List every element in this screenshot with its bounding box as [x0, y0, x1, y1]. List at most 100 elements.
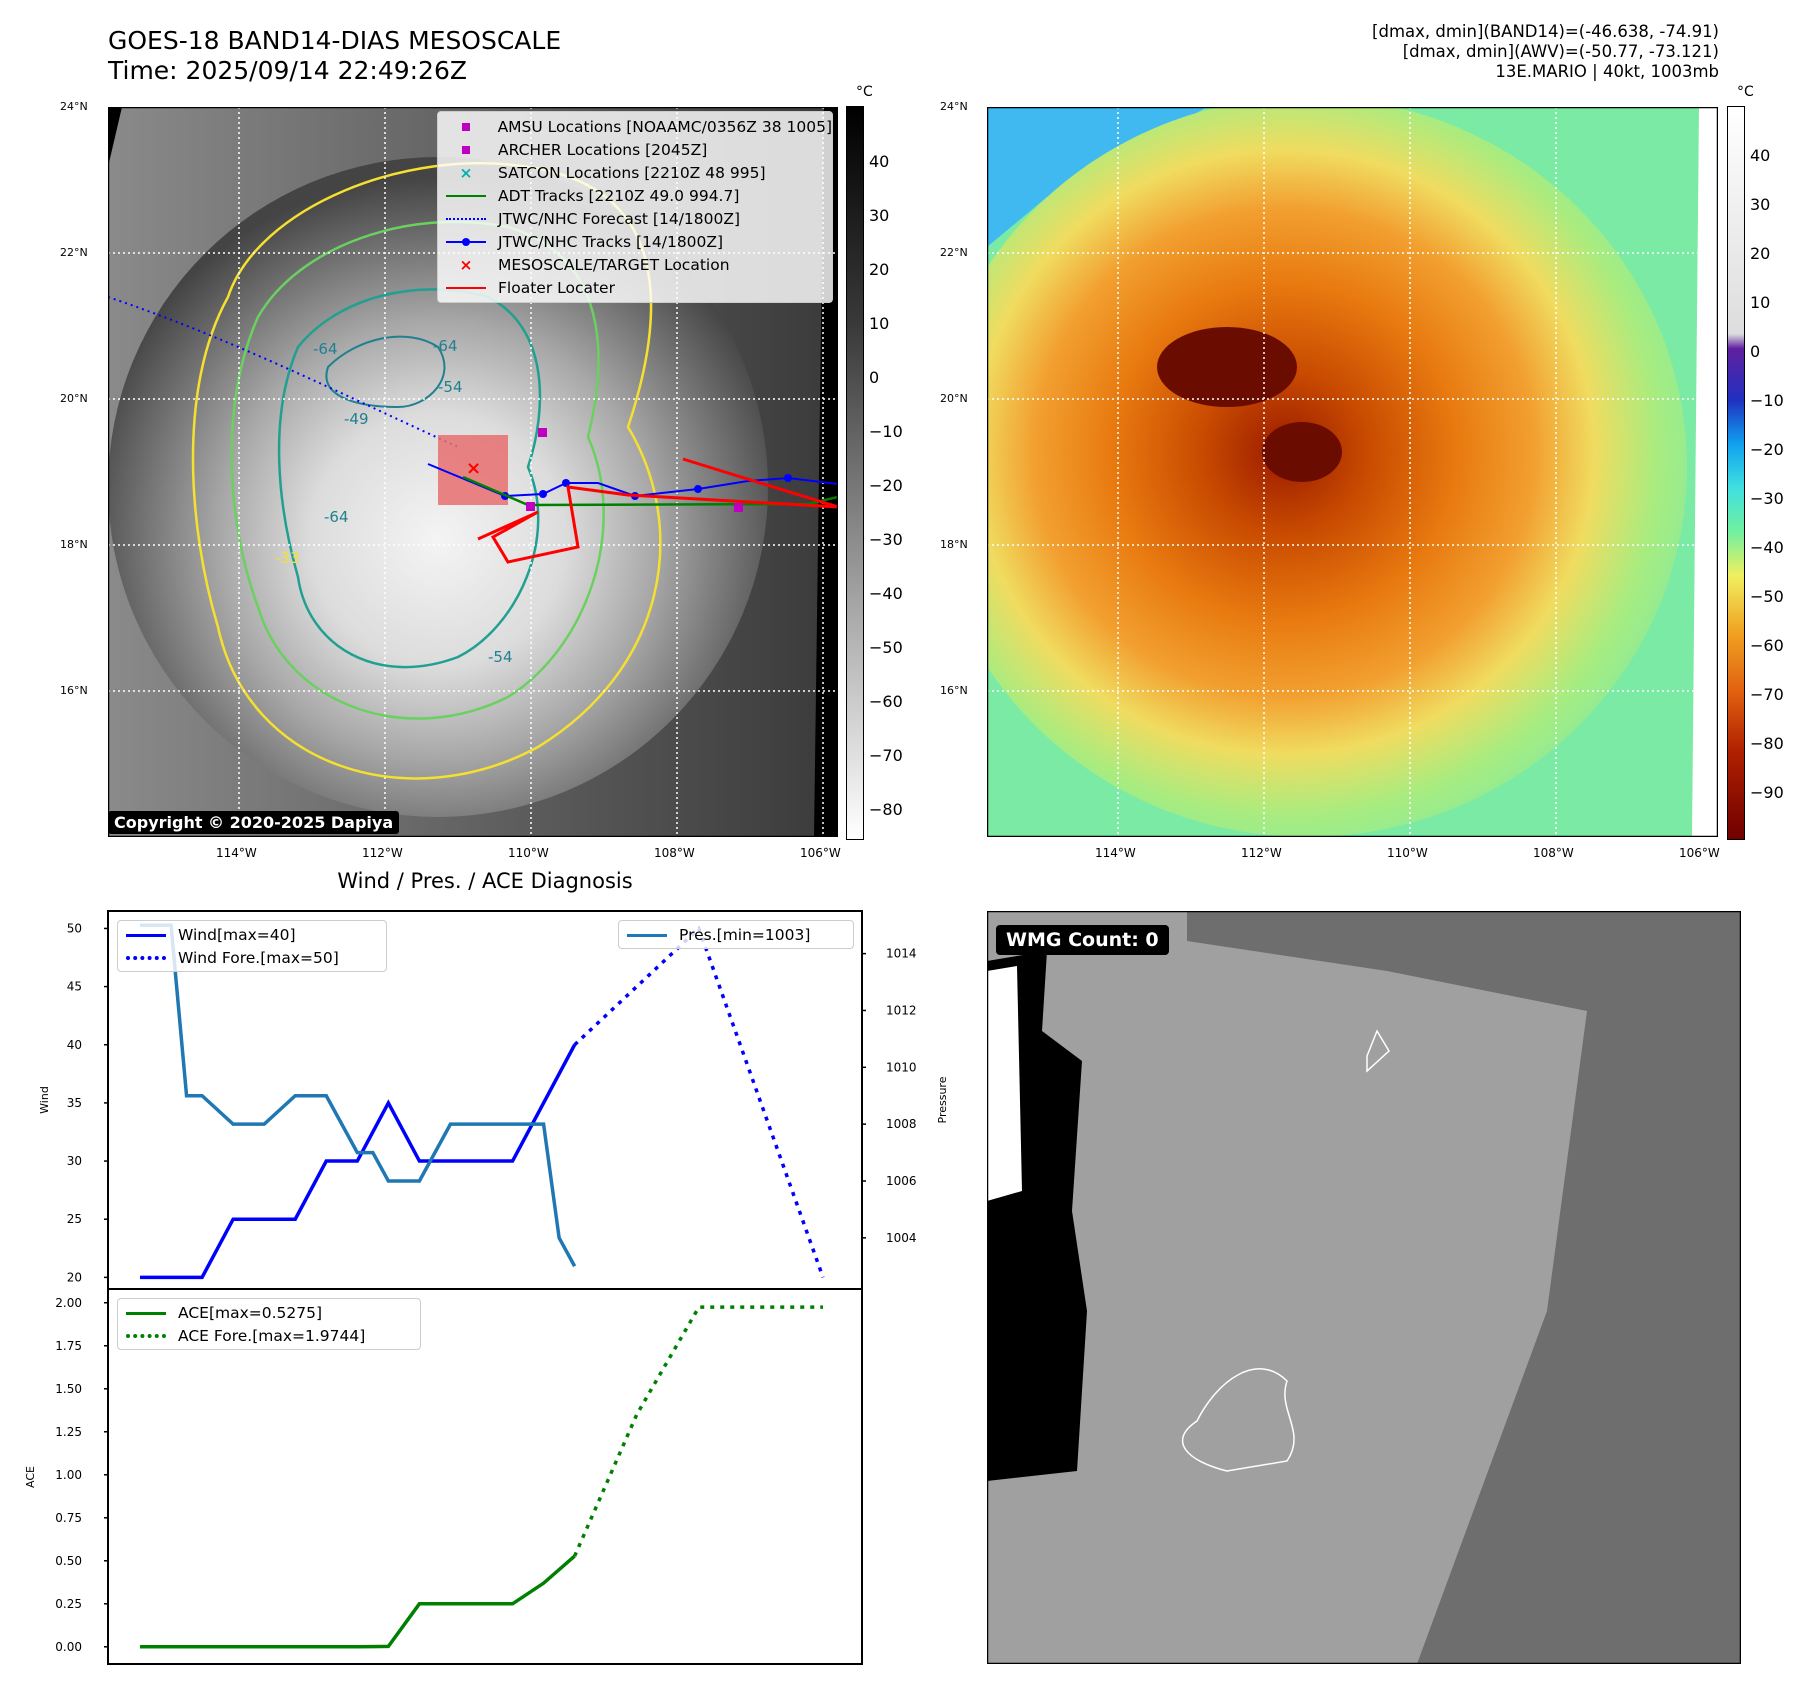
legend-label: JTWC/NHC Forecast [14/1800Z]: [498, 209, 741, 228]
legend-line-icon: [444, 278, 488, 298]
colorbar-tick: −80: [869, 800, 903, 819]
awv-cold-core: [1157, 327, 1297, 407]
lat-label: 18°N: [60, 538, 88, 551]
legend-item-wind-forecast: Wind Fore.[max=50]: [118, 946, 386, 969]
legend-item-wind: Wind[max=40]: [118, 923, 386, 946]
pressure-legend: Pres.[min=1003]: [618, 920, 854, 949]
ace-axis-label: ACE: [24, 1466, 37, 1488]
colorbar-tick: −70: [1750, 685, 1784, 704]
contour-label: -54: [438, 378, 463, 396]
wind-tick-label: 20: [67, 1270, 82, 1284]
lat-label: 22°N: [940, 246, 968, 259]
colorbar-tick: 30: [869, 206, 890, 225]
legend-item-pressure: Pres.[min=1003]: [619, 923, 853, 946]
contour-teal-inner: [325, 335, 446, 409]
wmg-outline: [1181, 1368, 1295, 1472]
diagnosis-chart: 20 25 30 35 40 45 50 1004 1006 1008 1010 1012 1014 0…: [24, 910, 949, 1665]
pressure-tick-label: 1008: [886, 1117, 917, 1131]
legend-line-icon: [625, 925, 669, 945]
wmg-panel: [987, 911, 1741, 1664]
pressure-tick-label: 1010: [886, 1060, 917, 1074]
colorbar-tick: −30: [869, 530, 903, 549]
legend-x-icon: ×: [459, 255, 473, 274]
ace-tick-label: 2.00: [55, 1296, 82, 1310]
colorbar-tick: −40: [1750, 538, 1784, 557]
legend-line-dot-icon: [444, 232, 488, 252]
ace-tick-label: 0.00: [55, 1640, 82, 1654]
colorbar-tick: 30: [1750, 195, 1771, 214]
ace-tick-label: 1.75: [55, 1339, 82, 1353]
colorbar-tick: 20: [1750, 244, 1771, 263]
colorbar-tick: −60: [1750, 636, 1784, 655]
wind-tick-label: 35: [67, 1096, 82, 1110]
adt-track: [462, 475, 838, 507]
lat-label: 24°N: [60, 100, 88, 113]
legend-label: Pres.[min=1003]: [679, 925, 811, 944]
legend-label: AMSU Locations [NOAAMC/0356Z 38 1005]: [497, 117, 832, 136]
lat-label: 16°N: [60, 684, 88, 697]
lon-label: 106°W: [800, 846, 841, 860]
awv-colorbar: [1727, 106, 1745, 840]
ir-colorbar: [846, 106, 864, 840]
wind-legend: Wind[max=40] Wind Fore.[max=50]: [117, 920, 387, 972]
legend-item-floater: Floater Locater: [438, 276, 832, 299]
legend-line-icon: [124, 925, 168, 945]
legend-square-icon: [444, 140, 488, 160]
wmg-white-region: [987, 966, 1022, 1201]
legend-label: SATCON Locations [2210Z 48 995]: [498, 163, 766, 182]
pressure-tick-label: 1006: [886, 1174, 917, 1188]
title-line-time: Time: 2025/09/14 22:49:26Z: [108, 56, 467, 85]
contour-label-group: -64 -64 -49 -64 -54 -54 -33: [275, 337, 513, 666]
pressure-axis-label: Pressure: [936, 1076, 949, 1123]
legend-item-adt: ADT Tracks [2210Z 49.0 994.7]: [438, 184, 832, 207]
contour-label: -64: [433, 337, 458, 355]
legend-label: Floater Locater: [498, 278, 615, 297]
legend-dotted-line-icon: [444, 209, 488, 229]
colorbar-tick: 10: [869, 314, 890, 333]
legend-item-target: × MESOSCALE/TARGET Location: [438, 253, 832, 276]
colorbar-tick: 40: [869, 152, 890, 171]
awv-dry-region: [987, 107, 1207, 247]
contour-label: -49: [344, 410, 369, 428]
lat-label: 22°N: [60, 246, 88, 259]
colorbar-tick: −70: [869, 746, 903, 765]
wind-tick-label: 50: [67, 921, 82, 935]
lon-label: 108°W: [654, 846, 695, 860]
legend-label: JTWC/NHC Tracks [14/1800Z]: [498, 232, 724, 251]
lat-label: 20°N: [60, 392, 88, 405]
figure-title: GOES-18 BAND14-DIAS MESOSCALE Time: 2025…: [108, 26, 561, 86]
lon-label: 112°W: [362, 846, 403, 860]
lon-label: 110°W: [508, 846, 549, 860]
awv-colorbar-unit: °C: [1737, 84, 1754, 100]
lon-label: 108°W: [1533, 846, 1574, 860]
ace-tick-label: 1.25: [55, 1425, 82, 1439]
awv-cloud-mass: [987, 107, 1687, 837]
lon-label: 110°W: [1387, 846, 1428, 860]
wind-tick-label: 45: [67, 980, 82, 994]
legend-dotted-line-icon: [124, 948, 168, 968]
wmg-count-badge: WMG Count: 0: [996, 925, 1169, 955]
contour-label: -64: [324, 508, 349, 526]
wind-tick-label: 40: [67, 1038, 82, 1052]
legend-dotted-line-icon: [124, 1326, 168, 1346]
legend-square-icon: [444, 117, 488, 137]
floater-track: [477, 457, 838, 564]
wmg-dark-region: [1187, 911, 1741, 1664]
legend-item-ace-forecast: ACE Fore.[max=1.9744]: [118, 1324, 420, 1347]
diagnosis-title: Wind / Pres. / ACE Diagnosis: [337, 869, 633, 893]
colorbar-tick: −90: [1750, 783, 1784, 802]
legend-item-satcon: × SATCON Locations [2210Z 48 995]: [438, 161, 832, 184]
legend-item-tracks: JTWC/NHC Tracks [14/1800Z]: [438, 230, 832, 253]
legend-label: ACE Fore.[max=1.9744]: [178, 1326, 366, 1345]
legend-x-icon: ×: [459, 163, 473, 182]
legend-item-archer: ARCHER Locations [2045Z]: [438, 138, 832, 161]
pressure-tick-label: 1012: [886, 1003, 917, 1017]
legend-label: ADT Tracks [2210Z 49.0 994.7]: [498, 186, 740, 205]
awv-gridlines: [987, 107, 1718, 837]
awv-map-panel: [987, 107, 1718, 837]
colorbar-tick: 0: [869, 368, 880, 387]
archer-marker: [526, 502, 535, 511]
ace-panel-frame: [107, 1288, 863, 1665]
jtwc-forecast-track: [108, 296, 459, 448]
legend-label: MESOSCALE/TARGET Location: [498, 255, 730, 274]
